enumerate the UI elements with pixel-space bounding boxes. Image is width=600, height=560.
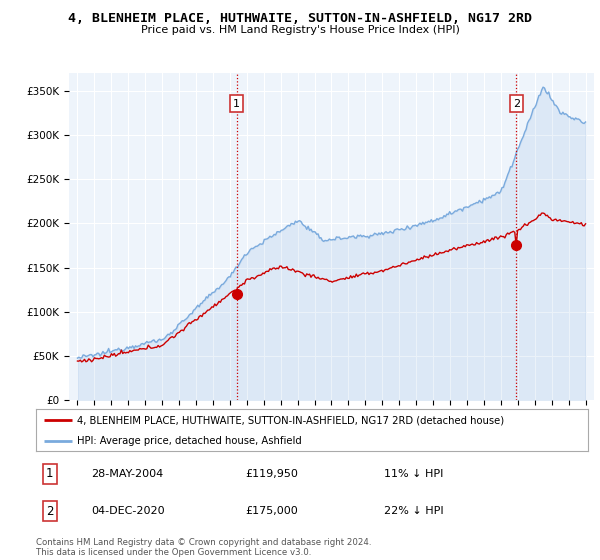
Text: HPI: Average price, detached house, Ashfield: HPI: Average price, detached house, Ashf…	[77, 436, 302, 446]
Text: £175,000: £175,000	[246, 506, 299, 516]
Text: 1: 1	[46, 467, 53, 480]
Text: 11% ↓ HPI: 11% ↓ HPI	[384, 469, 443, 479]
Text: Price paid vs. HM Land Registry's House Price Index (HPI): Price paid vs. HM Land Registry's House …	[140, 25, 460, 35]
Text: 4, BLENHEIM PLACE, HUTHWAITE, SUTTON-IN-ASHFIELD, NG17 2RD (detached house): 4, BLENHEIM PLACE, HUTHWAITE, SUTTON-IN-…	[77, 415, 505, 425]
Text: 28-MAY-2004: 28-MAY-2004	[91, 469, 163, 479]
Text: 22% ↓ HPI: 22% ↓ HPI	[384, 506, 443, 516]
Text: 2: 2	[513, 99, 520, 109]
Text: 2: 2	[46, 505, 53, 518]
Text: Contains HM Land Registry data © Crown copyright and database right 2024.
This d: Contains HM Land Registry data © Crown c…	[36, 538, 371, 557]
Text: 4, BLENHEIM PLACE, HUTHWAITE, SUTTON-IN-ASHFIELD, NG17 2RD: 4, BLENHEIM PLACE, HUTHWAITE, SUTTON-IN-…	[68, 12, 532, 25]
Text: £119,950: £119,950	[246, 469, 299, 479]
Text: 1: 1	[233, 99, 240, 109]
Text: 04-DEC-2020: 04-DEC-2020	[91, 506, 165, 516]
